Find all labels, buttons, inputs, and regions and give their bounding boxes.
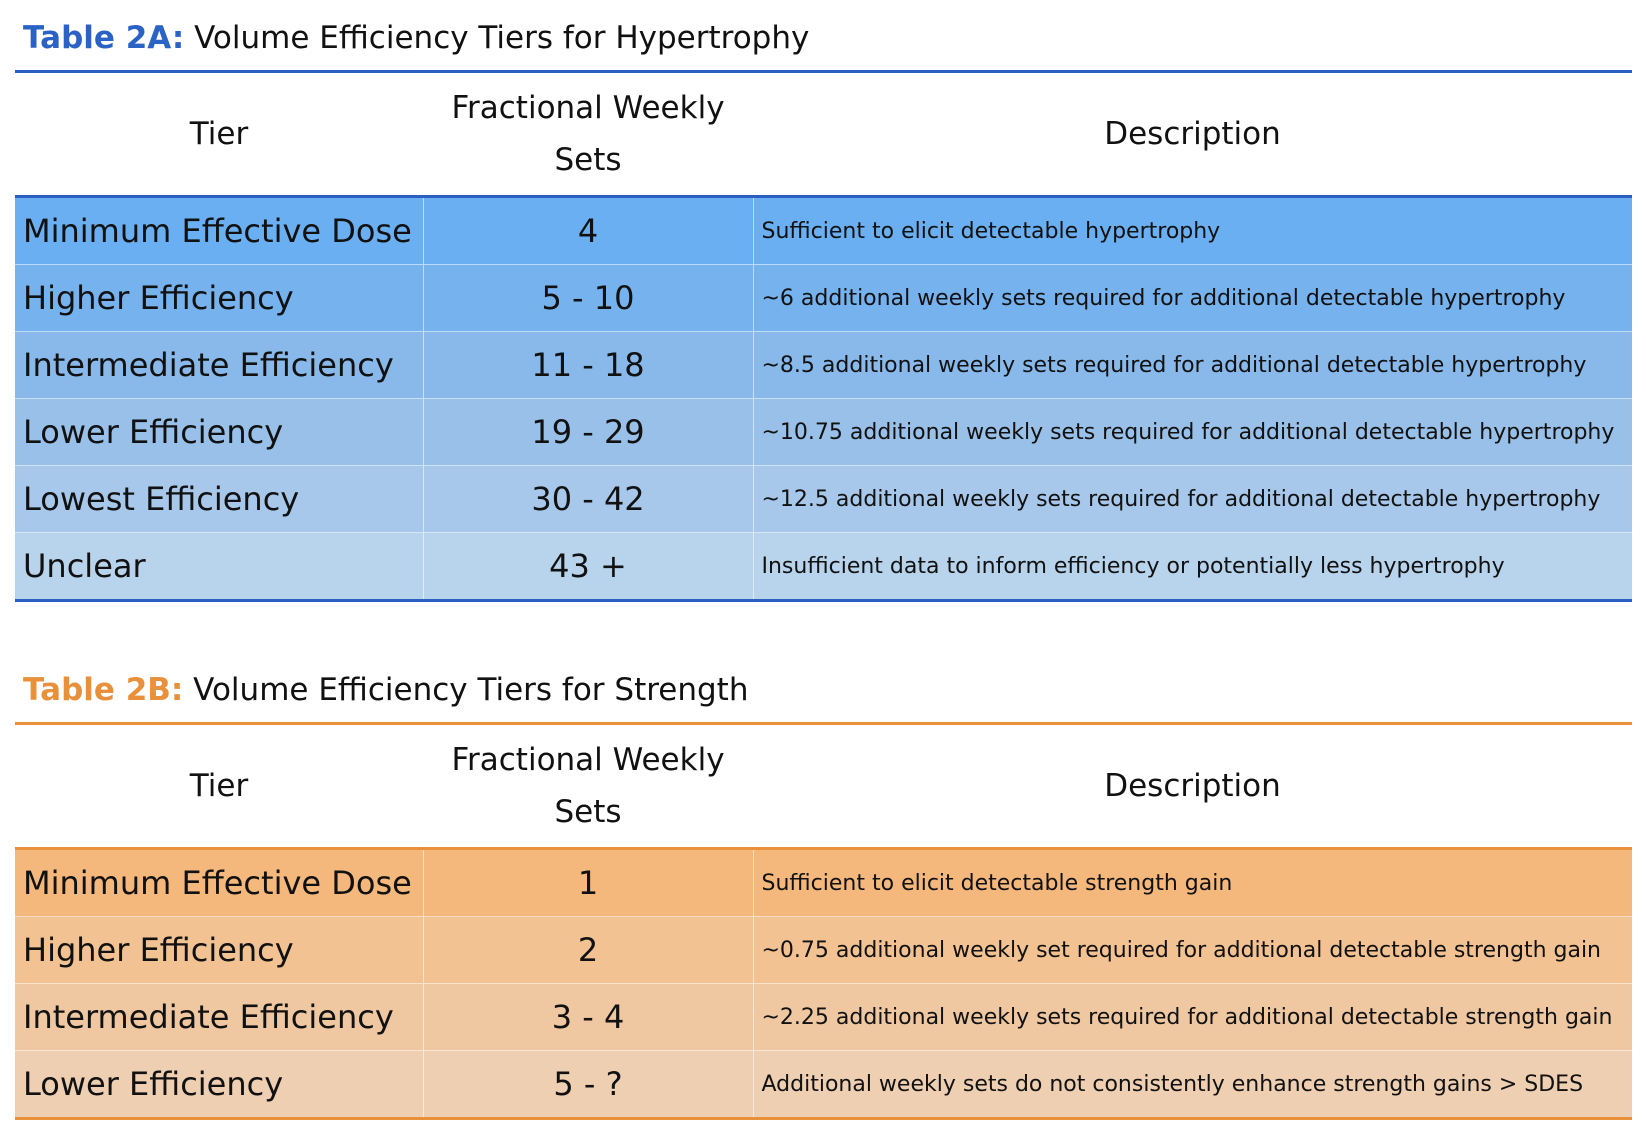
- description-cell: Sufficient to elicit detectable strength…: [761, 870, 1233, 896]
- description-cell: ~2.25 additional weekly sets required fo…: [761, 1004, 1613, 1030]
- table-row: Lower Efficiency 5 - ? Additional weekly…: [15, 1050, 1632, 1119]
- sets-cell: 3 - 4: [423, 983, 754, 1051]
- header-tier: Tier: [189, 768, 249, 804]
- sets-cell: 19 - 29: [423, 398, 754, 466]
- sets-cell: 11 - 18: [423, 331, 754, 399]
- table-2b-caption: Table 2B: Volume Efficiency Tiers for St…: [15, 664, 1632, 722]
- sets-cell: 5 - 10: [423, 264, 754, 332]
- tier-cell: Lower Efficiency: [15, 398, 424, 466]
- header-description: Description: [1104, 768, 1281, 804]
- table-row: Higher Efficiency 2 ~0.75 additional wee…: [15, 916, 1632, 984]
- sets-cell: 43 +: [423, 532, 754, 601]
- table-row: Lower Efficiency 19 - 29 ~10.75 addition…: [15, 398, 1632, 466]
- sets-cell: 4: [423, 196, 754, 265]
- table-row: Higher Efficiency 5 - 10 ~6 additional w…: [15, 264, 1632, 332]
- sets-cell: 2: [423, 916, 754, 984]
- description-cell: ~10.75 additional weekly sets required f…: [761, 419, 1615, 445]
- tier-cell: Higher Efficiency: [15, 916, 424, 984]
- description-cell: ~12.5 additional weekly sets required fo…: [761, 486, 1601, 512]
- table-row: Lowest Efficiency 30 - 42 ~12.5 addition…: [15, 465, 1632, 533]
- table-2b-block: Table 2B: Volume Efficiency Tiers for St…: [15, 664, 1632, 1120]
- tier-cell: Minimum Effective Dose: [15, 848, 424, 917]
- table-2a-block: Table 2A: Volume Efficiency Tiers for Hy…: [15, 12, 1632, 602]
- description-cell: ~0.75 additional weekly set required for…: [761, 937, 1602, 963]
- description-cell: Additional weekly sets do not consistent…: [761, 1071, 1584, 1097]
- table-row: Unclear 43 + Insufficient data to inform…: [15, 532, 1632, 601]
- table-2a: Tier Fractional Weekly Sets Description …: [15, 70, 1632, 602]
- header-description: Description: [1104, 116, 1281, 152]
- tier-cell: Lowest Efficiency: [15, 465, 424, 533]
- tier-cell: Higher Efficiency: [15, 264, 424, 332]
- tier-cell: Intermediate Efficiency: [15, 983, 424, 1051]
- table-row: Minimum Effective Dose 1 Sufficient to e…: [15, 848, 1632, 917]
- tier-cell: Intermediate Efficiency: [15, 331, 424, 399]
- sets-cell: 30 - 42: [423, 465, 754, 533]
- table-2a-header-row: Tier Fractional Weekly Sets Description: [15, 72, 1632, 197]
- table-2b: Tier Fractional Weekly Sets Description …: [15, 722, 1632, 1120]
- header-tier: Tier: [189, 116, 249, 152]
- table-2a-caption: Table 2A: Volume Efficiency Tiers for Hy…: [15, 12, 1632, 70]
- description-cell: ~6 additional weekly sets required for a…: [761, 285, 1566, 311]
- tier-cell: Minimum Effective Dose: [15, 196, 424, 265]
- table-2a-label: Table 2A:: [23, 20, 185, 56]
- sets-cell: 5 - ?: [423, 1050, 754, 1119]
- sets-cell: 1: [423, 848, 754, 917]
- table-row: Intermediate Efficiency 3 - 4 ~2.25 addi…: [15, 983, 1632, 1051]
- table-row: Minimum Effective Dose 4 Sufficient to e…: [15, 196, 1632, 265]
- table-2b-title: Volume Efficiency Tiers for Strength: [183, 672, 749, 708]
- table-2a-title: Volume Efficiency Tiers for Hypertrophy: [184, 20, 810, 56]
- tier-cell: Lower Efficiency: [15, 1050, 424, 1119]
- description-cell: Sufficient to elicit detectable hypertro…: [761, 218, 1221, 244]
- description-cell: Insufficient data to inform efficiency o…: [761, 553, 1505, 579]
- header-sets: Fractional Weekly Sets: [451, 90, 725, 178]
- table-2b-header-row: Tier Fractional Weekly Sets Description: [15, 724, 1632, 849]
- description-cell: ~8.5 additional weekly sets required for…: [761, 352, 1587, 378]
- header-sets: Fractional Weekly Sets: [451, 742, 725, 830]
- table-row: Intermediate Efficiency 11 - 18 ~8.5 add…: [15, 331, 1632, 399]
- tier-cell: Unclear: [15, 532, 424, 601]
- table-2b-label: Table 2B:: [23, 672, 184, 708]
